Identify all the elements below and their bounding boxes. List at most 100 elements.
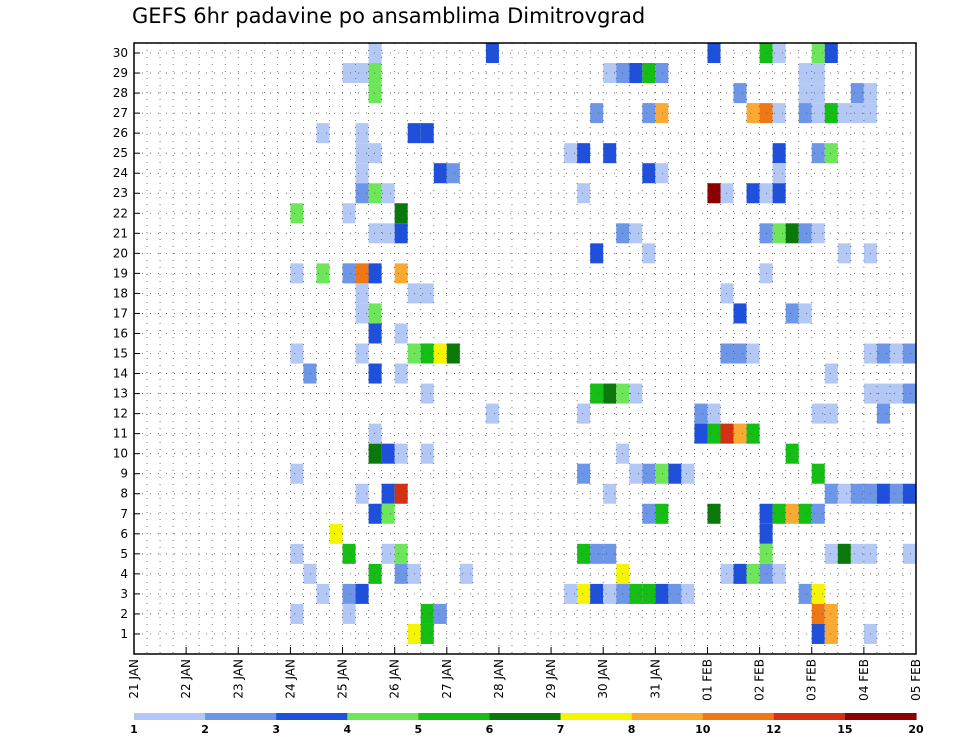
colorbar-label: 8 <box>628 723 636 736</box>
colorbar-segment <box>560 713 633 720</box>
heatmap-cell <box>642 583 656 604</box>
heatmap-cell <box>381 223 395 244</box>
x-tick-label: 28 JAN <box>492 659 506 699</box>
heatmap-cell <box>811 623 825 644</box>
heatmap-cell <box>590 383 604 404</box>
y-tick-label: 6 <box>120 527 128 541</box>
heatmap-cell <box>720 283 734 304</box>
y-tick-label: 10 <box>113 447 128 461</box>
heatmap-cell <box>811 103 825 124</box>
heatmap-cell <box>329 523 343 544</box>
colorbar-label: 4 <box>343 723 351 736</box>
heatmap-cell <box>681 463 695 484</box>
heatmap-cell <box>577 143 591 164</box>
heatmap-cell <box>876 343 890 364</box>
heatmap-cell <box>655 103 669 124</box>
y-tick-label: 30 <box>113 46 128 60</box>
heatmap-cell <box>577 403 591 424</box>
colorbar-segment <box>205 713 277 720</box>
heatmap-cell <box>811 503 825 524</box>
y-tick-label: 1 <box>120 627 128 641</box>
heatmap-cell <box>368 43 382 64</box>
heatmap-cell <box>811 583 825 604</box>
y-tick-label: 23 <box>113 186 128 200</box>
heatmap-cell <box>668 583 682 604</box>
heatmap-cell <box>603 383 617 404</box>
heatmap-cell <box>889 383 903 404</box>
heatmap-cell <box>368 323 382 344</box>
y-tick-label: 2 <box>120 607 128 621</box>
heatmap-cell <box>290 543 304 564</box>
colorbar-label: 10 <box>695 723 711 736</box>
colorbar-label: 5 <box>415 723 423 736</box>
heatmap-cell <box>720 343 734 364</box>
colorbar-segment <box>276 713 348 720</box>
heatmap-cell <box>368 443 382 464</box>
heatmap-cell <box>850 483 864 504</box>
heatmap-cell <box>368 563 382 584</box>
heatmap-cell <box>629 223 643 244</box>
y-tick-label: 8 <box>120 487 128 501</box>
heatmap-cell <box>876 403 890 424</box>
heatmap-cell <box>824 143 838 164</box>
heatmap-cell <box>342 263 356 284</box>
heatmap-cell <box>590 583 604 604</box>
heatmap-cell <box>394 563 408 584</box>
heatmap-cell <box>420 623 434 644</box>
heatmap-cell <box>420 123 434 144</box>
heatmap-cell <box>746 103 760 124</box>
heatmap-cell <box>577 183 591 204</box>
heatmap-cell <box>772 563 786 584</box>
heatmap-cell <box>642 243 656 264</box>
heatmap-cell <box>290 263 304 284</box>
heatmap-cell <box>902 543 916 564</box>
heatmap-cell <box>733 563 747 584</box>
x-tick-label: 22 JAN <box>179 659 193 699</box>
heatmap-cell <box>694 403 708 424</box>
heatmap-cell <box>290 603 304 624</box>
x-tick-label: 24 JAN <box>283 659 297 699</box>
x-tick-label: 03 FEB <box>805 659 819 701</box>
heatmap-cell <box>655 583 669 604</box>
heatmap-cell <box>642 103 656 124</box>
y-tick-label: 12 <box>113 407 128 421</box>
heatmap-cell <box>746 343 760 364</box>
heatmap-cell <box>290 203 304 224</box>
y-tick-label: 26 <box>113 126 128 140</box>
heatmap-cell <box>824 603 838 624</box>
chart-title: GEFS 6hr padavine po ansamblima Dimitrov… <box>132 4 646 28</box>
heatmap-cell <box>564 143 578 164</box>
heatmap-cell <box>811 403 825 424</box>
heatmap-cell <box>824 103 838 124</box>
y-tick-label: 21 <box>113 226 128 240</box>
colorbar-label: 7 <box>557 723 565 736</box>
colorbar-segment <box>134 713 206 720</box>
heatmap-cell <box>850 83 864 104</box>
heatmap-cell <box>746 183 760 204</box>
heatmap-cell <box>798 303 812 324</box>
x-tick-label: 25 JAN <box>336 659 350 699</box>
heatmap-cell <box>368 83 382 104</box>
heatmap-cell <box>733 303 747 324</box>
y-tick-label: 3 <box>120 587 128 601</box>
heatmap-cell <box>655 503 669 524</box>
heatmap-cell <box>629 63 643 84</box>
heatmap-cell <box>824 543 838 564</box>
colorbar-segment <box>489 713 562 720</box>
heatmap-cell <box>811 63 825 84</box>
heatmap-cell <box>577 543 591 564</box>
heatmap-cell <box>720 423 734 444</box>
y-tick-label: 17 <box>113 306 128 320</box>
colorbar-label: 12 <box>766 723 781 736</box>
heatmap-cell <box>772 143 786 164</box>
heatmap-cell <box>798 503 812 524</box>
x-axis: 21 JAN 22 JAN 23 JAN 24 JAN 25 JAN 26 JAN 27 J… <box>127 647 923 701</box>
x-tick-label: 31 JAN <box>648 659 662 699</box>
heatmap-cell <box>355 143 369 164</box>
heatmap-cell <box>420 343 434 364</box>
heatmap-cell <box>772 503 786 524</box>
heatmap-cell <box>603 63 617 84</box>
heatmap-cell <box>394 263 408 284</box>
heatmap-cell <box>303 363 317 384</box>
heatmap-cell <box>590 543 604 564</box>
